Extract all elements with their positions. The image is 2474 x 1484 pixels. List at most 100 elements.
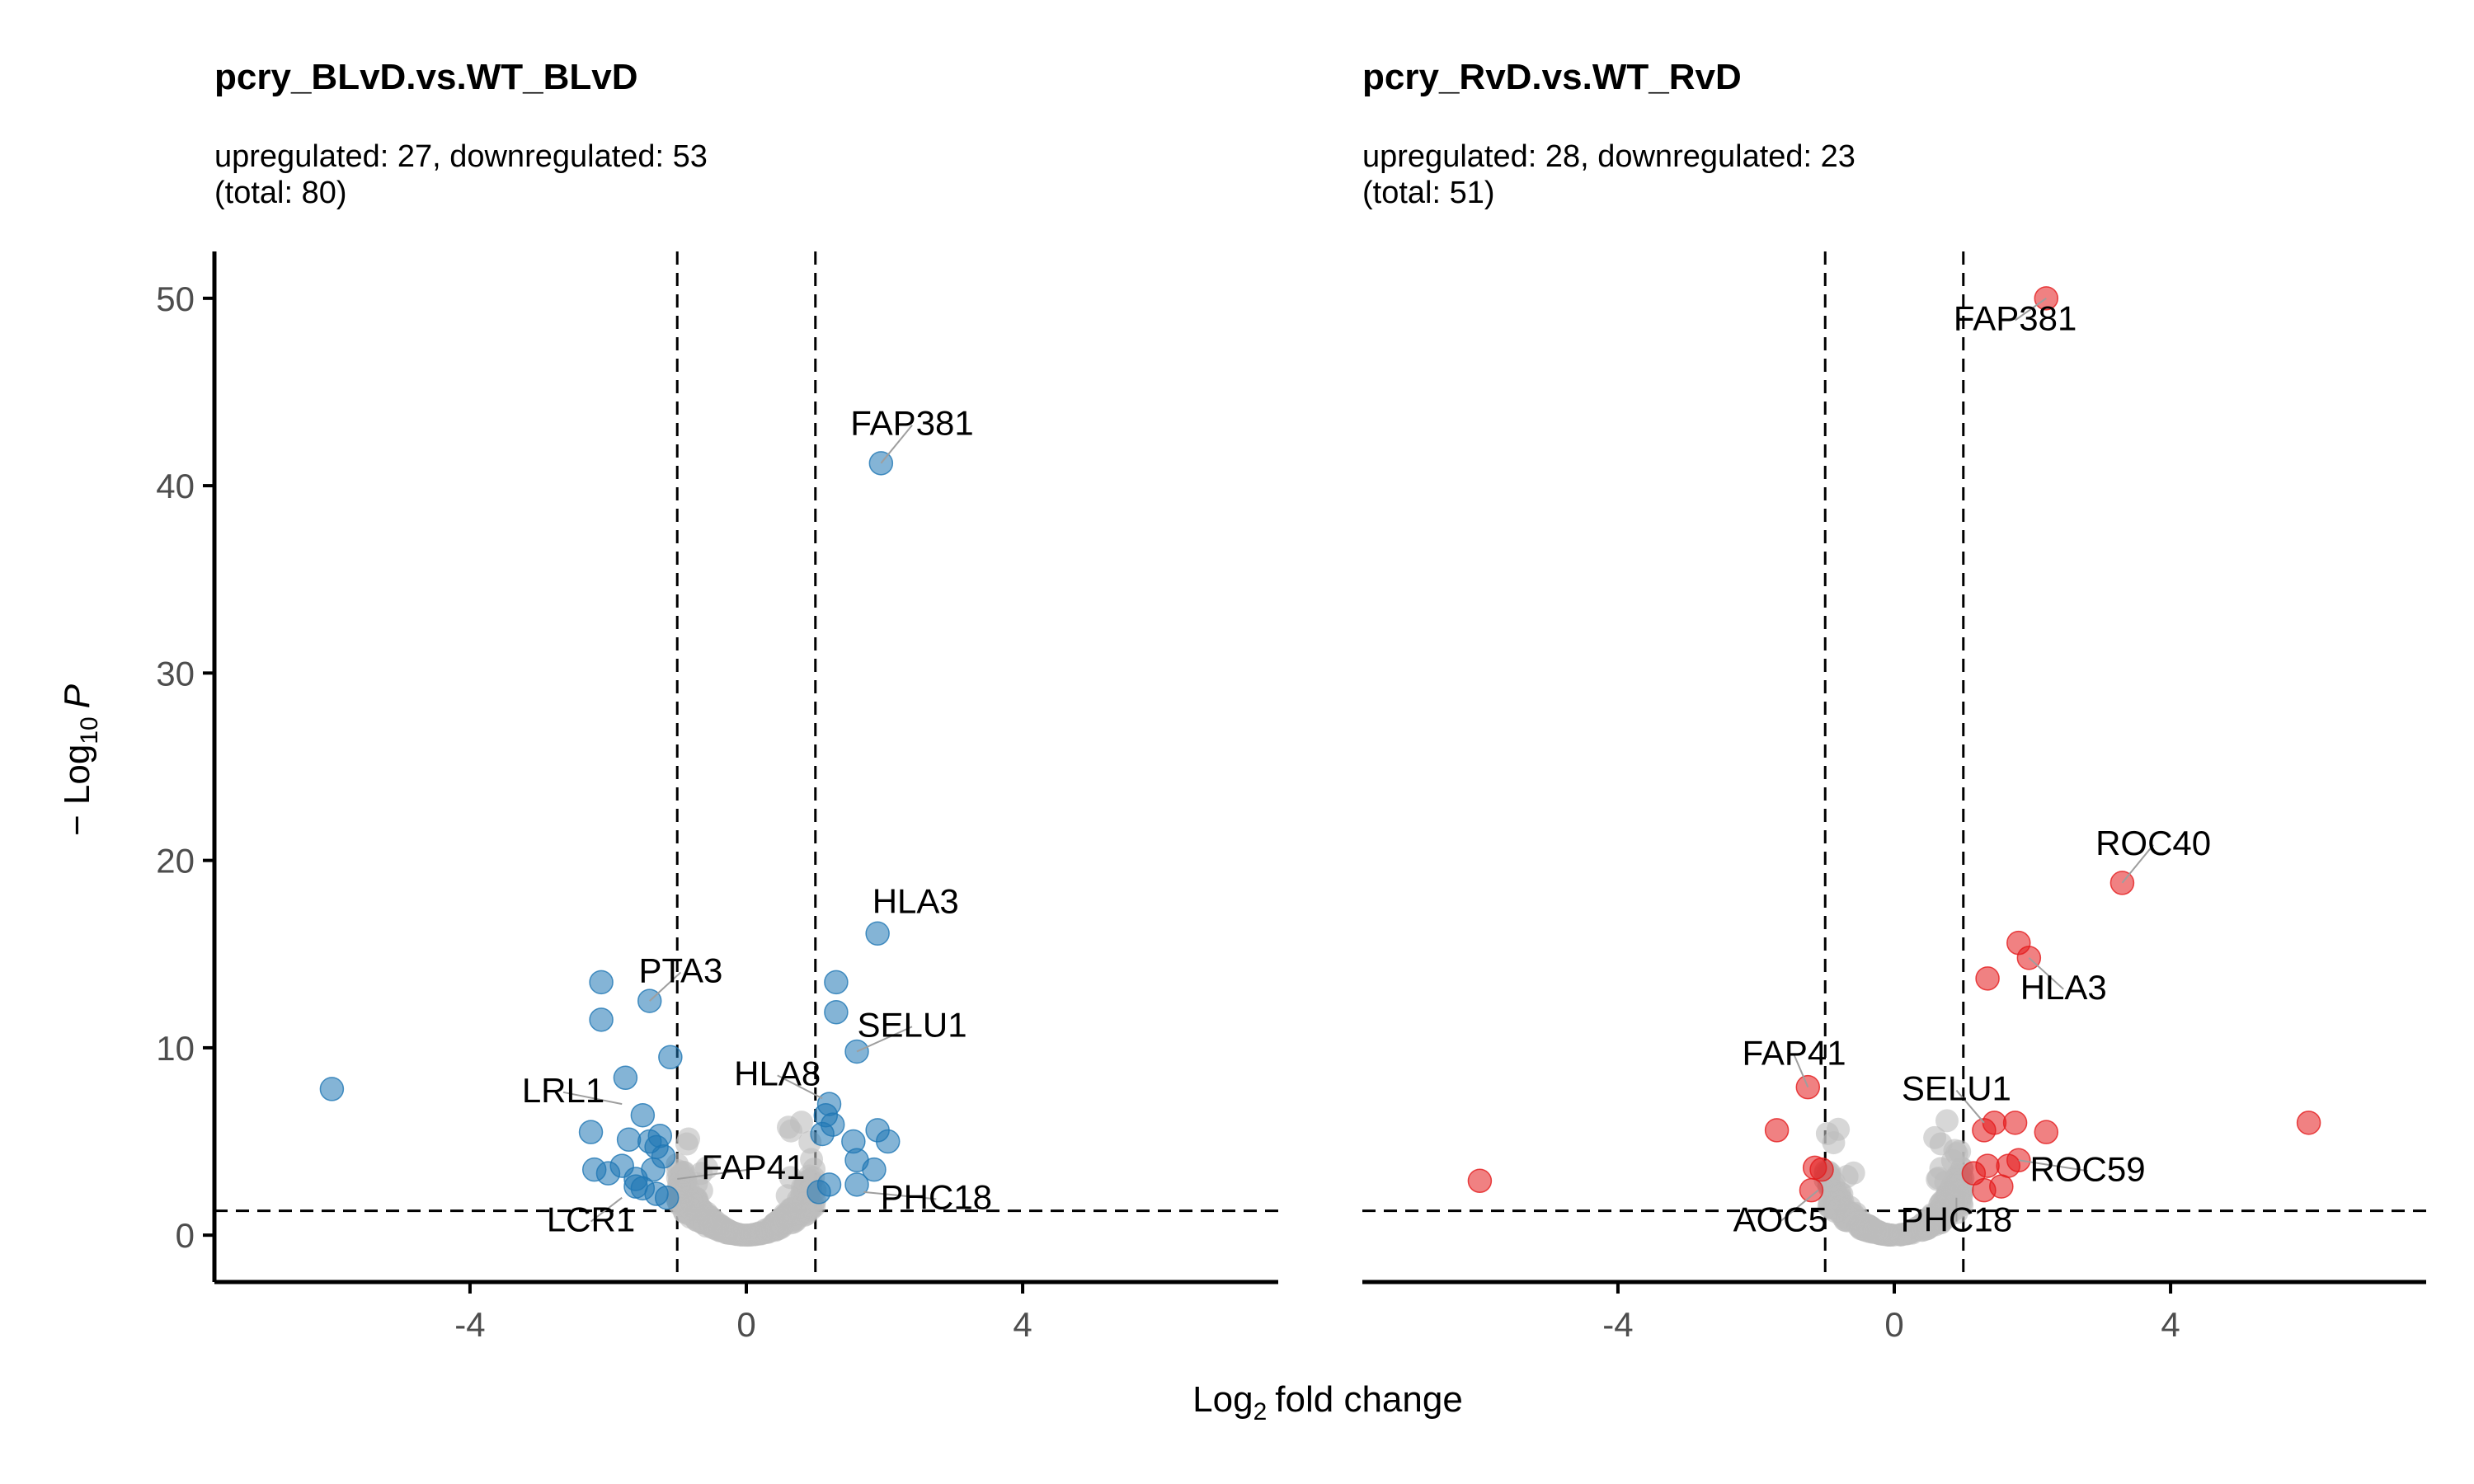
gene-label: PHC18 [881,1177,992,1216]
y-axis-label: − Log10 P [57,683,103,836]
y-tick-label: 20 [156,842,195,881]
significant-point [844,1172,869,1197]
ns-point [800,1148,824,1172]
x-tick-label: -4 [454,1305,485,1344]
gene-label: SELU1 [1902,1069,2011,1108]
significant-point [647,1123,673,1148]
significant-point [613,1065,638,1091]
gene-label: ROC59 [2030,1149,2146,1188]
x-tick-label: -4 [1602,1305,1633,1344]
gene-label: LCR1 [547,1200,635,1239]
y-axis-label-sub: 10 [76,716,103,744]
gene-label: FAP41 [701,1148,805,1186]
panel-subtitle-line2: (total: 51) [1362,176,1495,210]
significant-point [1996,1153,2020,1178]
significant-point [824,999,849,1025]
significant-point [2002,1111,2028,1135]
gene-label: PTA3 [638,951,722,989]
y-tick-label: 0 [176,1216,195,1255]
panels: pcry_BLvD.vs.WT_BLvD upregulated: 27, dow… [156,57,2426,1344]
significant-point [319,1077,345,1101]
ns-point [676,1127,700,1151]
significant-point [1764,1118,1790,1143]
significant-point [623,1174,648,1199]
label-connector [562,1091,623,1106]
significant-point [1975,966,2000,991]
y-tick-label: 50 [156,279,195,318]
x-axis-label-prefix: Log [1192,1379,1253,1420]
ns-point [748,1221,772,1245]
panel-subtitle-line1: upregulated: 27, downregulated: 53 [214,139,708,174]
significant-point [1802,1155,1827,1181]
label-connector [1780,1189,1819,1223]
significant-point [807,1180,831,1205]
ns-point [778,1166,802,1190]
ns-point [1926,1167,1950,1191]
label-connector [2018,1159,2088,1172]
gene-label: SELU1 [857,1005,967,1044]
significant-point [810,1121,835,1147]
x-tick-label: 4 [1013,1305,1032,1344]
significant-points [1467,286,2321,1203]
ns-point [1935,1109,1959,1133]
label-connector [2121,844,2154,884]
y-axis-label-prefix: − Log [57,744,97,836]
significant-point [1989,1174,2014,1199]
ns-point [1835,1165,1859,1189]
significant-point [658,1045,683,1070]
gene-label: FAP41 [1742,1033,1846,1072]
label-connector [590,1196,623,1223]
significant-point [630,1102,656,1128]
gene-label: FAP381 [1954,298,2077,337]
ns-point [1823,1200,1846,1223]
ns-point [694,1205,717,1229]
y-tick-label: 10 [156,1029,195,1068]
significant-point [616,1127,642,1153]
ns-point [1905,1216,1929,1240]
label-connector [863,1190,937,1200]
x-tick-label: 4 [2161,1305,2180,1344]
panel-1: pcry_BLvD.vs.WT_BLvD upregulated: 27, dow… [156,57,1278,1344]
ns-point [777,1203,801,1227]
label-connector [2015,298,2047,322]
label-connector [2028,957,2064,990]
gene-label: ROC40 [2095,824,2211,862]
label-connector [880,425,913,464]
significant-point [1799,1177,1824,1203]
significant-point [865,921,890,946]
label-connector [1955,1089,1985,1124]
ns-point [1863,1219,1887,1242]
y-tick-label: 30 [156,654,195,693]
significant-point [641,1157,666,1182]
significant-point [824,970,849,995]
significant-point [654,1185,680,1210]
gene-label: HLA3 [872,881,959,920]
panel-title: pcry_RvD.vs.WT_RvD [1362,57,1742,97]
label-connector [856,1026,913,1053]
panel-title: pcry_BLvD.vs.WT_BLvD [214,57,637,97]
panel-subtitle-line2: (total: 80) [214,176,347,210]
x-axis-label: Log2 fold change [1192,1379,1463,1425]
significant-point [2034,1120,2059,1144]
panel-subtitle-line1: upregulated: 28, downregulated: 23 [1362,139,1856,174]
ns-point [1822,1131,1846,1155]
significant-point [589,970,614,995]
ns-point [779,1119,803,1143]
label-connector [649,971,682,1002]
label-connector [777,1074,823,1100]
y-axis-label-var: P [57,683,97,708]
label-connector [1793,1054,1809,1088]
gene-label: HLA3 [2020,968,2107,1007]
significant-point [1982,1111,2007,1135]
gene-label: AOC5 [1733,1200,1827,1239]
gene-label: PHC18 [1901,1200,2012,1239]
x-axis-label-text: fold change [1275,1379,1463,1420]
x-tick-label: 0 [1884,1305,1903,1344]
significant-point [589,1007,614,1032]
ns-point [1940,1148,1964,1172]
significant-point [862,1157,887,1182]
gene-label: HLA8 [734,1054,821,1092]
gene-labels: FAP381 HLA3 SELU1 PTA3 HLA8 LRL1 FAP41 LCR1 PHC1… [522,404,992,1239]
gene-labels: FAP381 ROC40 HLA3 FAP41 SELU1 ROC59 AOC5 PHC18 [1733,298,2211,1239]
